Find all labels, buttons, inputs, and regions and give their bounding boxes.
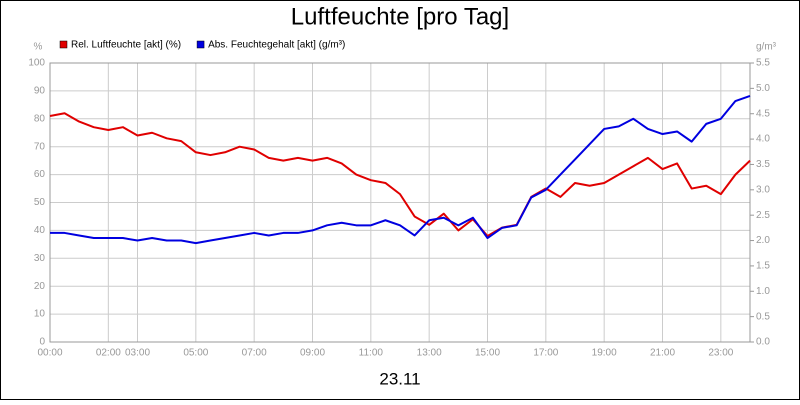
x-tick-label: 03:00 [125, 348, 150, 359]
y-tick-label: 10 [34, 309, 46, 320]
legend-label: Rel. Luftfeuchte [akt] (%) [71, 40, 181, 51]
y2-tick-label: 0.5 [756, 311, 770, 322]
y2-tick-label: 1.0 [756, 286, 770, 297]
x-tick-label: 13:00 [417, 348, 442, 359]
y2-tick-label: 5.0 [756, 83, 770, 94]
x-tick-label: 09:00 [300, 348, 325, 359]
y-tick-label: 50 [34, 197, 46, 208]
x-tick-label: 02:00 [96, 348, 121, 359]
legend-label: Abs. Feuchtegehalt [akt] (g/m³) [208, 40, 345, 51]
x-tick-label: 21:00 [650, 348, 675, 359]
y-tick-label: 100 [28, 58, 45, 69]
y2-tick-label: 2.0 [756, 235, 770, 246]
y-tick-label: 40 [34, 225, 46, 236]
legend-swatch [196, 40, 205, 49]
x-axis-label: 23.11 [379, 369, 420, 388]
y2-axis-label: g/m³ [756, 42, 777, 53]
y-tick-label: 30 [34, 253, 46, 264]
y-tick-label: 80 [34, 113, 46, 124]
y2-tick-label: 0.0 [756, 337, 770, 348]
y2-tick-label: 4.5 [756, 108, 770, 119]
x-tick-label: 15:00 [475, 348, 500, 359]
y2-tick-label: 1.5 [756, 261, 770, 272]
x-tick-label: 00:00 [37, 348, 62, 359]
legend-swatch [59, 40, 68, 49]
data-line [49, 112, 751, 237]
x-tick-label: 07:00 [242, 348, 267, 359]
chart-title: Luftfeuchte [pro Tag] [291, 3, 509, 30]
y2-tick-label: 2.5 [756, 210, 770, 221]
y2-tick-label: 5.5 [756, 58, 770, 69]
y-tick-label: 70 [34, 141, 46, 152]
x-tick-label: 11:00 [359, 348, 384, 359]
plot-border [49, 62, 751, 343]
y2-tick-label: 4.0 [756, 134, 770, 145]
y-tick-label: 60 [34, 169, 46, 180]
y-tick-label: 0 [39, 337, 45, 348]
y-axis-label: % [34, 42, 43, 53]
x-tick-label: 23:00 [708, 348, 733, 359]
y-tick-label: 90 [34, 86, 46, 97]
data-line [50, 95, 751, 245]
y-tick-label: 20 [34, 281, 46, 292]
x-tick-label: 19:00 [592, 348, 617, 359]
x-tick-label: 05:00 [183, 348, 208, 359]
y2-tick-label: 3.0 [756, 184, 770, 195]
y2-tick-label: 3.5 [756, 159, 770, 170]
x-tick-label: 17:00 [533, 348, 558, 359]
